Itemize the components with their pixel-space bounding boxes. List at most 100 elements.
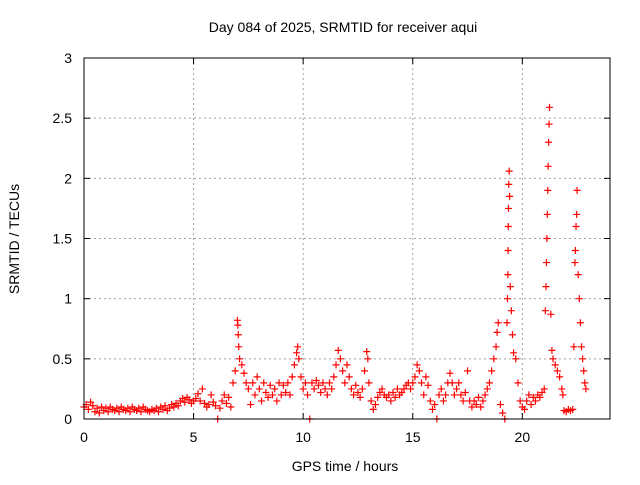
x-tick-label: 20 [515, 429, 531, 445]
grid [84, 58, 610, 419]
data-point [488, 367, 496, 375]
data-point [413, 361, 421, 369]
data-point [400, 385, 408, 393]
data-point [350, 391, 358, 399]
x-axis-label: GPS time / hours [292, 458, 399, 474]
x-tick-label: 0 [80, 429, 88, 445]
data-point [490, 355, 498, 363]
ticks: 0 5 10 15 20 0 0.5 1 1.5 2 2.5 3 [53, 50, 610, 445]
data-point [275, 379, 283, 387]
data-point [325, 379, 333, 387]
data-point [531, 397, 539, 405]
data-point [576, 319, 584, 327]
data-point [424, 381, 432, 389]
data-point [551, 361, 559, 369]
data-point [336, 355, 344, 363]
data-point [494, 319, 502, 327]
data-point [544, 186, 552, 194]
data-point [574, 271, 582, 279]
data-point [426, 397, 434, 405]
data-point [543, 235, 551, 242]
data-point [260, 379, 268, 387]
y-tick-label: 3 [64, 50, 72, 66]
data-point [508, 331, 516, 339]
data-point [548, 346, 556, 354]
data-point [569, 405, 577, 413]
data-point [225, 393, 233, 401]
data-point [527, 401, 535, 409]
data-point [124, 404, 132, 412]
x-tick-label: 10 [295, 429, 311, 445]
data-point [315, 381, 323, 389]
data-point [542, 259, 550, 267]
data-point [240, 369, 248, 377]
data-point [505, 180, 513, 188]
data-point [363, 348, 371, 356]
data-point [227, 403, 235, 411]
data-point [218, 397, 226, 405]
data-point [435, 391, 443, 399]
data-point [475, 393, 482, 401]
data-point [347, 385, 355, 393]
data-point [321, 385, 329, 393]
data-point [196, 397, 204, 405]
data-point [578, 343, 586, 351]
data-point [409, 379, 417, 387]
data-point [464, 367, 472, 375]
data-point [529, 393, 537, 401]
data-point [496, 401, 504, 409]
data-point [573, 210, 581, 218]
data-point [207, 391, 215, 399]
data-point [249, 379, 257, 387]
data-point [332, 361, 340, 369]
data-point [470, 397, 478, 405]
data-point [545, 120, 553, 128]
data-point [540, 385, 548, 393]
data-point [137, 408, 145, 416]
data-point [339, 367, 347, 375]
data-point [504, 271, 512, 279]
data-point [582, 385, 590, 393]
data-point [222, 399, 230, 407]
data-point [352, 381, 360, 389]
data-point [312, 376, 320, 384]
data-point [236, 355, 244, 363]
data-point [286, 391, 294, 399]
data-point [448, 379, 456, 387]
data-point [113, 404, 121, 412]
data-point [431, 401, 439, 409]
data-point [459, 397, 467, 405]
data-point [279, 381, 287, 389]
data-point [231, 367, 239, 375]
data-point [503, 295, 511, 303]
data-point [505, 204, 513, 212]
data-point [341, 379, 349, 387]
data-point [354, 389, 362, 397]
data-point [194, 390, 202, 398]
data-point [506, 192, 514, 200]
y-tick-label: 0.5 [53, 351, 73, 367]
data-point [525, 391, 533, 399]
data-point [262, 389, 270, 397]
data-point [364, 355, 372, 363]
data-point [575, 295, 583, 303]
data-point [365, 379, 373, 387]
data-point [512, 355, 520, 363]
data-point [455, 379, 463, 387]
y-tick-label: 1.5 [53, 231, 73, 247]
data-point [477, 403, 485, 411]
data-point [251, 391, 259, 399]
data-point [418, 379, 426, 387]
data-point [570, 343, 578, 351]
data-point [481, 391, 489, 399]
data-point [376, 389, 384, 397]
data-point [238, 361, 246, 369]
data-point [579, 355, 587, 363]
data-point [264, 393, 272, 401]
data-point [542, 283, 550, 291]
data-point [371, 401, 379, 409]
data-point [420, 391, 428, 399]
data-point [393, 385, 401, 393]
data-point [503, 319, 511, 327]
y-tick-label: 1 [64, 291, 72, 307]
